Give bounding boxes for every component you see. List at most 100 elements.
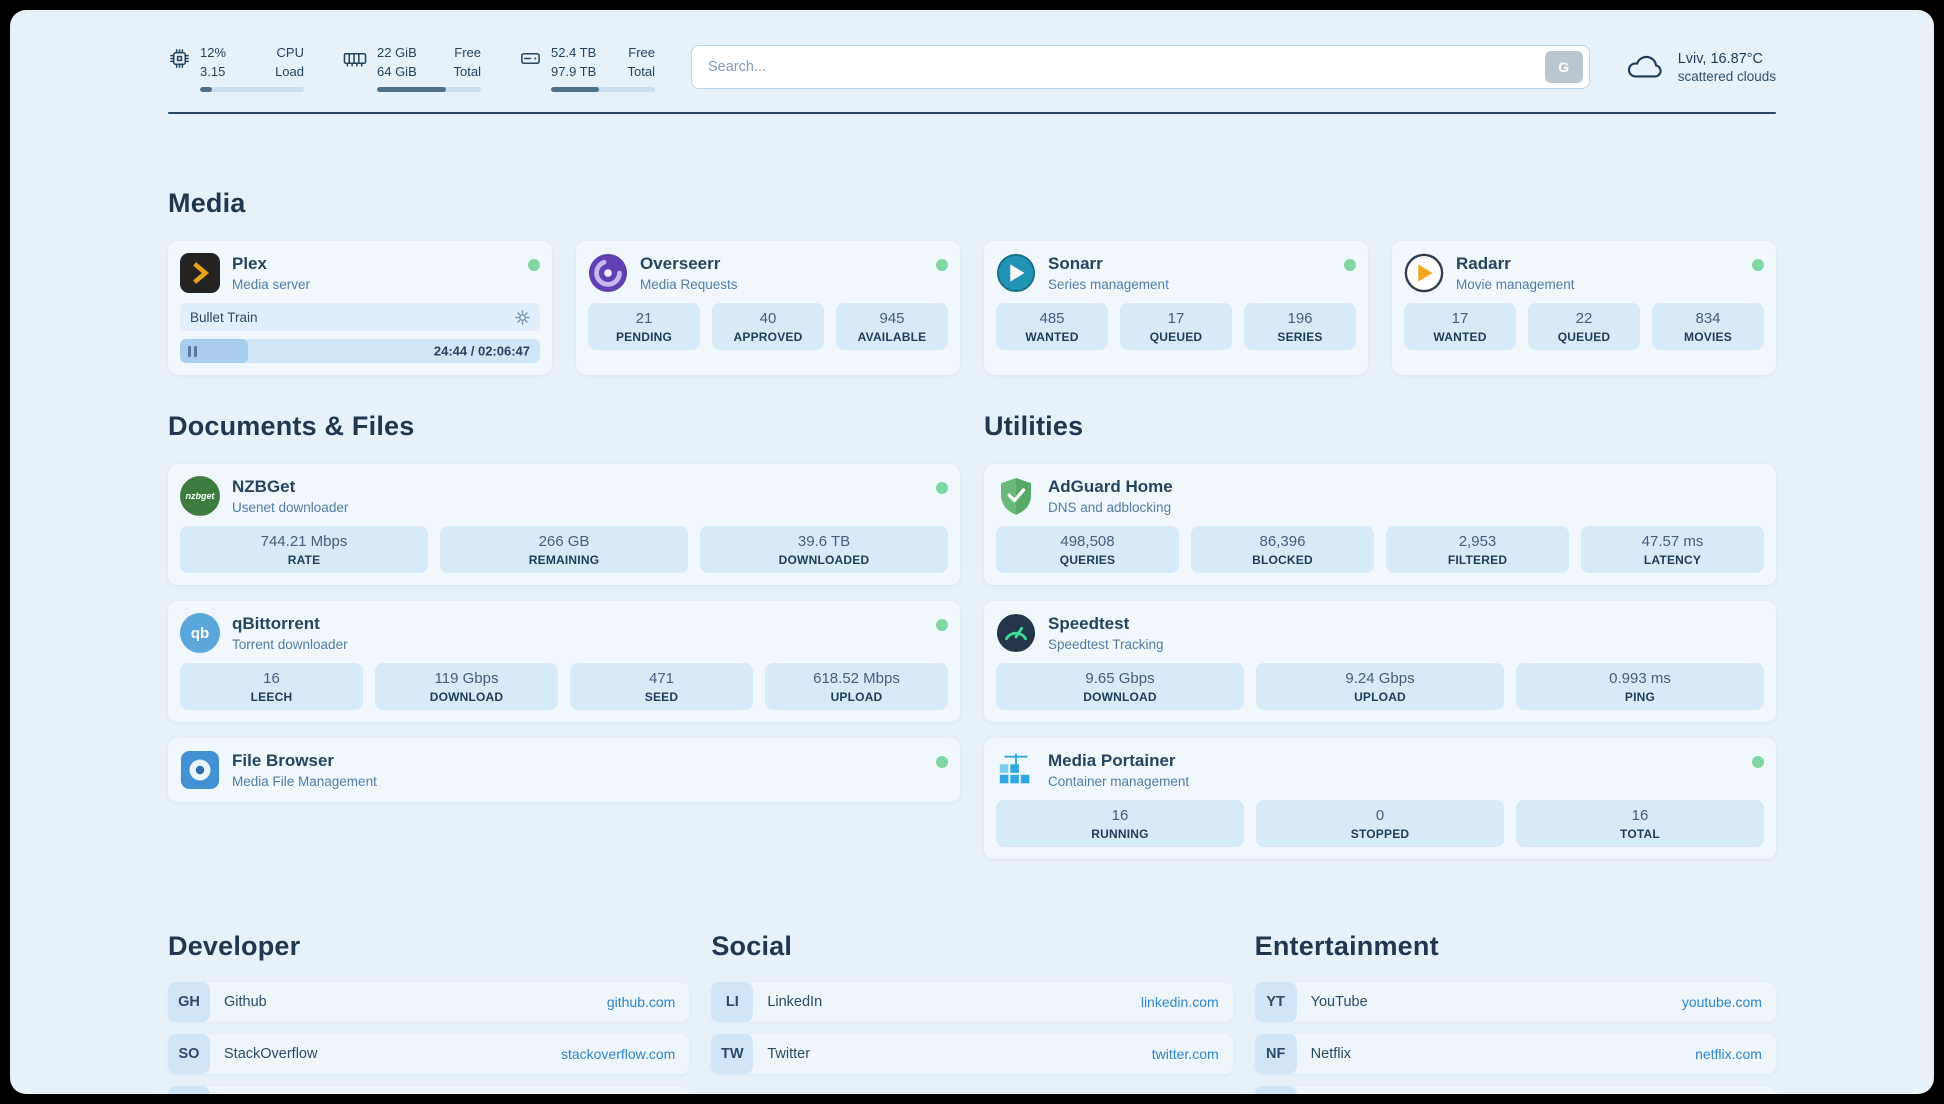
gear-icon[interactable] bbox=[515, 309, 530, 325]
plex-icon bbox=[180, 253, 220, 293]
app-subtitle: Media server bbox=[232, 277, 311, 292]
app-subtitle: Torrent downloader bbox=[232, 637, 348, 652]
stat-label: RUNNING bbox=[1091, 827, 1149, 841]
memory-usage-bar bbox=[377, 86, 481, 92]
ram-icon bbox=[342, 47, 368, 70]
disk-widget: 52.4 TB 97.9 TB Free Total bbox=[519, 43, 655, 92]
stat-value: 834 bbox=[1695, 310, 1721, 327]
stat-value: 471 bbox=[648, 670, 675, 687]
bookmark-url[interactable]: linkedin.com bbox=[1140, 994, 1219, 1010]
stat-value: 47.57 ms bbox=[1641, 533, 1704, 550]
stat-label: QUEUED bbox=[1557, 330, 1611, 344]
app-card-portainer[interactable]: Media Portainer Container management 16 … bbox=[984, 738, 1776, 859]
app-subtitle: Container management bbox=[1048, 774, 1190, 789]
bookmark-url[interactable]: youtube.com bbox=[1681, 994, 1762, 1010]
app-card-radarr[interactable]: Radarr Movie management 17 WANTED 22 QUE… bbox=[1392, 241, 1776, 375]
media-section-title: Media bbox=[168, 188, 246, 218]
stat-value: 16 bbox=[1111, 807, 1129, 824]
app-card-nzbget[interactable]: nzbget NZBGet Usenet downloader 744.21 M… bbox=[168, 464, 960, 585]
pause-icon[interactable] bbox=[188, 345, 200, 357]
bookmark-url[interactable]: stackoverflow.com bbox=[560, 1046, 676, 1062]
nzbget-icon: nzbget bbox=[180, 476, 220, 516]
stat-leech: 16 LEECH bbox=[180, 663, 363, 710]
stat-label: PENDING bbox=[615, 330, 673, 344]
stat-label: TOTAL bbox=[1620, 827, 1660, 841]
bookmark-linkedin[interactable]: LI LinkedIn linkedin.com bbox=[711, 982, 1233, 1022]
bookmark-name: Twitter bbox=[767, 1046, 811, 1062]
sonarr-icon bbox=[996, 253, 1036, 293]
bookmark-netflix[interactable]: NF Netflix netflix.com bbox=[1254, 1034, 1776, 1074]
status-online-dot bbox=[936, 482, 948, 494]
bookmark-name: StackOverflow bbox=[224, 1046, 318, 1062]
cpu-percent: 12% bbox=[200, 44, 227, 60]
status-online-dot bbox=[1344, 259, 1356, 271]
stat-value: 618.52 Mbps bbox=[813, 670, 900, 687]
app-subtitle: Series management bbox=[1048, 277, 1169, 292]
stat-blocked: 86,396 BLOCKED bbox=[1191, 526, 1374, 573]
stat-label: STOPPED bbox=[1350, 827, 1410, 841]
bookmark-youtube[interactable]: YT YouTube youtube.com bbox=[1254, 982, 1776, 1022]
playback-time: 24:44 / 02:06:47 bbox=[433, 343, 530, 359]
dashboard-page: 12% 3.15 CPU Load bbox=[10, 10, 1934, 1094]
stat-filtered: 2,953 FILTERED bbox=[1386, 526, 1569, 573]
bookmark-reddit[interactable]: RE Reddit reddit.com bbox=[1254, 1086, 1776, 1094]
speedtest-gauge-icon bbox=[996, 613, 1036, 653]
status-online-dot bbox=[936, 619, 948, 631]
app-name: NZBGet bbox=[232, 477, 296, 496]
stat-download: 9.65 Gbps DOWNLOAD bbox=[996, 663, 1244, 710]
bookmark-twitter[interactable]: TW Twitter twitter.com bbox=[711, 1034, 1233, 1074]
disk-total-value: 97.9 TB bbox=[551, 64, 597, 79]
disk-label-bottom: Total bbox=[627, 64, 655, 79]
bookmark-url[interactable]: twitter.com bbox=[1151, 1046, 1219, 1062]
weather-location: Lviv, 16.87°C bbox=[1677, 50, 1764, 67]
playback-progress-bar[interactable]: 24:44 / 02:06:47 bbox=[180, 339, 540, 363]
bookmark-url[interactable]: github.com bbox=[606, 994, 676, 1010]
app-card-filebrowser[interactable]: File Browser Media File Management bbox=[168, 738, 960, 802]
youtube-icon: YT bbox=[1254, 982, 1297, 1022]
app-name: File Browser bbox=[232, 751, 335, 770]
stat-label: QUEUED bbox=[1149, 330, 1203, 344]
stat-value: 2,953 bbox=[1458, 533, 1497, 550]
weather-widget[interactable]: Lviv, 16.87°C scattered clouds bbox=[1626, 51, 1776, 84]
app-card-speedtest[interactable]: Speedtest Speedtest Tracking 9.65 Gbps D… bbox=[984, 601, 1776, 722]
reddit-icon: RE bbox=[1254, 1086, 1297, 1094]
search-bar[interactable]: G bbox=[691, 45, 1590, 89]
app-card-plex[interactable]: Plex Media server Bullet Train bbox=[168, 241, 552, 375]
stat-total: 16 TOTAL bbox=[1516, 800, 1764, 847]
app-card-adguard[interactable]: AdGuard Home DNS and adblocking 498,508 … bbox=[984, 464, 1776, 585]
bookmark-name: Netflix bbox=[1310, 1046, 1351, 1062]
stat-label: DOWNLOADED bbox=[778, 553, 870, 567]
stat-label: WANTED bbox=[1433, 330, 1487, 344]
memory-label-bottom: Total bbox=[453, 64, 481, 79]
stat-value: 266 GB bbox=[538, 533, 590, 550]
bookmark-url[interactable]: netflix.com bbox=[1695, 1046, 1762, 1062]
stat-available: 945 AVAILABLE bbox=[836, 303, 948, 350]
stat-label: LEECH bbox=[250, 690, 293, 704]
app-card-qbittorrent[interactable]: qb qBittorrent Torrent downloader 16 LEE… bbox=[168, 601, 960, 722]
stat-label: RATE bbox=[287, 553, 321, 567]
utilities-section-title: Utilities bbox=[984, 411, 1084, 441]
bookmark-stackoverflow[interactable]: SO StackOverflow stackoverflow.com bbox=[168, 1034, 690, 1074]
stat-value: 9.24 Gbps bbox=[1345, 670, 1415, 687]
app-name: Radarr bbox=[1456, 254, 1511, 273]
top-bar: 12% 3.15 CPU Load bbox=[168, 40, 1776, 94]
section-developer: Developer GH Github github.com SO StackO… bbox=[168, 931, 690, 1094]
bookmark-dev[interactable]: DT DEV dev.to bbox=[168, 1086, 690, 1094]
stackoverflow-icon: SO bbox=[168, 1034, 210, 1074]
bookmark-github[interactable]: GH Github github.com bbox=[168, 982, 690, 1022]
stat-queued: 22 QUEUED bbox=[1528, 303, 1640, 350]
stat-value: 16 bbox=[1631, 807, 1649, 824]
search-engine-button[interactable]: G bbox=[1544, 51, 1583, 83]
stat-value: 22 bbox=[1575, 310, 1593, 327]
media-card-grid: Plex Media server Bullet Train bbox=[168, 241, 1776, 375]
stat-value: 40 bbox=[759, 310, 777, 327]
cpu-label-top: CPU bbox=[276, 44, 304, 60]
search-input[interactable] bbox=[708, 59, 1545, 75]
twitter-icon: TW bbox=[711, 1034, 754, 1074]
app-subtitle: Speedtest Tracking bbox=[1048, 637, 1164, 652]
app-card-sonarr[interactable]: Sonarr Series management 485 WANTED 17 Q… bbox=[984, 241, 1368, 375]
stat-remaining: 266 GB REMAINING bbox=[440, 526, 688, 573]
app-card-overseerr[interactable]: Overseerr Media Requests 21 PENDING 40 A… bbox=[576, 241, 960, 375]
stat-label: LATENCY bbox=[1643, 553, 1702, 567]
qbittorrent-icon-label: qb bbox=[190, 624, 210, 642]
